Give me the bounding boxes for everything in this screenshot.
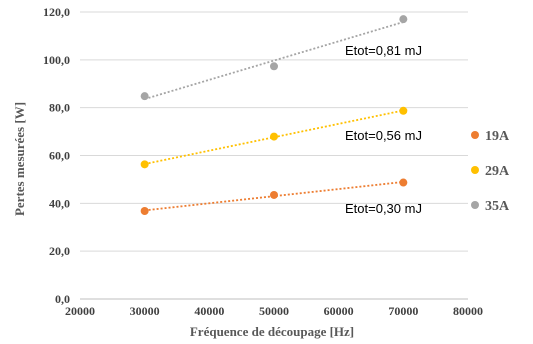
- y-tick-label: 60,0: [49, 149, 70, 163]
- y-tick-label: 0,0: [55, 292, 70, 306]
- legend-label-29a: 29A: [485, 164, 510, 179]
- point-19a: [399, 178, 408, 187]
- y-tick-label: 100,0: [43, 53, 70, 67]
- x-tick-labels: 20000 30000 40000 50000 60000 70000 80000: [65, 304, 483, 318]
- point-35a: [399, 15, 408, 24]
- point-35a: [140, 92, 149, 101]
- annotation-29a: Etot=0,56 mJ: [345, 128, 422, 143]
- y-tick-label: 80,0: [49, 101, 70, 115]
- annotation-35a: Etot=0,81 mJ: [345, 43, 422, 58]
- x-tick-label: 80000: [453, 304, 483, 318]
- data-points: [140, 15, 408, 215]
- annotation-19a: Etot=0,30 mJ: [345, 201, 422, 216]
- trendline-19a: [144, 181, 404, 212]
- point-29a: [399, 106, 408, 115]
- x-tick-label: 50000: [259, 304, 289, 318]
- y-tick-labels: 0,0 20,0 40,0 60,0 80,0 100,0 120,0: [43, 5, 70, 306]
- grid: [80, 11, 468, 252]
- y-tick-label: 120,0: [43, 5, 70, 19]
- legend-label-35a: 35A: [485, 199, 510, 214]
- point-19a: [140, 206, 149, 215]
- y-tick-label: 20,0: [49, 244, 70, 258]
- x-tick-label: 20000: [65, 304, 95, 318]
- legend-marker-35a: [471, 201, 479, 209]
- point-29a: [140, 160, 149, 169]
- y-tick-label: 40,0: [49, 196, 70, 210]
- x-axis-title: Fréquence de découpage [Hz]: [190, 324, 354, 339]
- point-19a: [270, 190, 278, 199]
- trendline-35a: [144, 21, 404, 100]
- point-35a: [270, 62, 278, 71]
- legend-marker-29a: [471, 166, 479, 174]
- y-axis-title: Pertes mesurées [W]: [12, 102, 27, 216]
- legend: 19A 29A 35A: [471, 129, 510, 214]
- legend-marker-19a: [471, 131, 479, 139]
- x-tick-label: 30000: [130, 304, 160, 318]
- x-tick-label: 60000: [324, 304, 354, 318]
- x-tick-label: 70000: [388, 304, 418, 318]
- point-29a: [270, 132, 278, 141]
- x-tick-label: 40000: [194, 304, 224, 318]
- legend-label-19a: 19A: [485, 129, 510, 144]
